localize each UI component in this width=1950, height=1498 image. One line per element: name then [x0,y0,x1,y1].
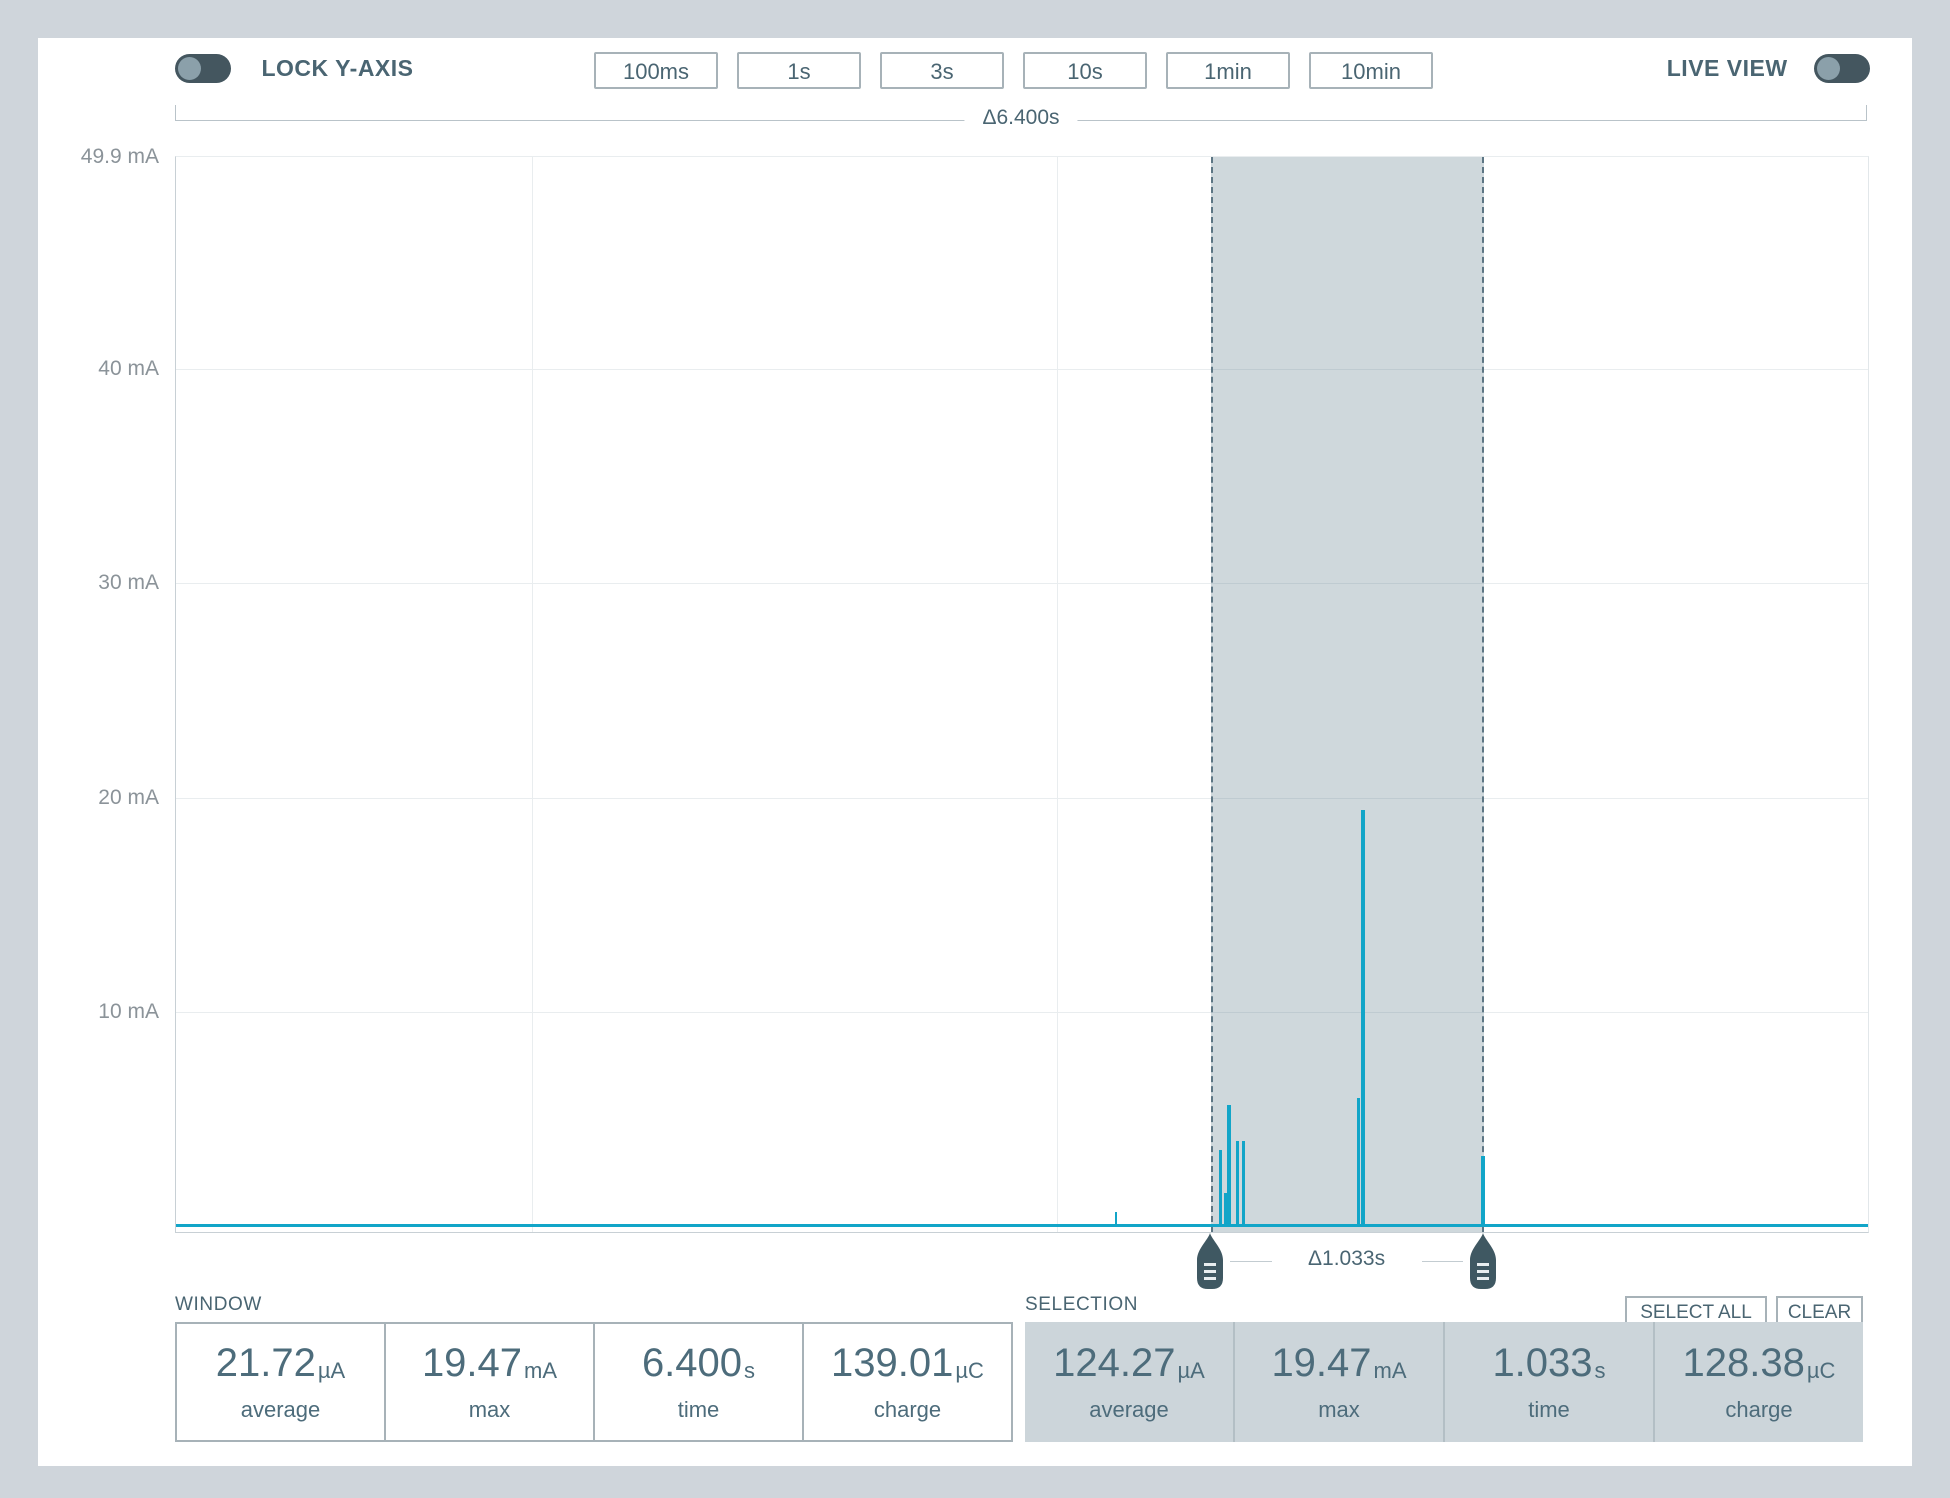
current-spike [1236,1141,1240,1227]
y-tick-label: 49.9 mA [80,145,159,168]
stat-cell-max: 19.47mA max [384,1324,593,1440]
current-spike [1114,1212,1117,1227]
stat-cell-charge: 128.38µC charge [1653,1322,1863,1442]
stat-value: 6.400s [641,1341,756,1385]
stat-cell-average: 21.72µA average [177,1324,384,1440]
stat-unit: s [744,1358,756,1383]
stat-value: 1.033s [1492,1341,1606,1385]
lock-y-axis-label: LOCK Y-AXIS [261,55,414,81]
live-view-switch-icon[interactable] [1814,54,1870,83]
current-spike [1219,1150,1223,1227]
interval-button-10min[interactable]: 10min [1309,52,1433,89]
stat-value: 128.38µC [1682,1341,1836,1385]
stat-label: charge [1725,1397,1793,1422]
current-baseline [176,1224,1868,1227]
stat-unit: µA [1177,1358,1205,1383]
interval-button-10s[interactable]: 10s [1023,52,1147,89]
stat-value: 139.01µC [831,1341,984,1385]
stat-unit: mA [524,1358,558,1383]
selection-panel-title: SELECTION [1025,1294,1139,1315]
toggle-knob [178,57,201,80]
current-spike [1227,1105,1232,1227]
stat-label: average [1089,1397,1169,1422]
toggle-knob [1817,57,1840,80]
current-spike [1242,1141,1245,1227]
y-tick-label: 10 mA [98,999,159,1023]
live-view-label: LIVE VIEW [1666,55,1788,81]
y-tick-label: 30 mA [98,571,159,595]
stat-label: charge [873,1397,942,1422]
clear-button[interactable]: CLEAR [1776,1296,1863,1327]
y-tick-label: 20 mA [98,785,159,809]
h-gridline [176,1011,1868,1013]
v-gridline [1057,157,1058,1232]
selection-duration-line [1230,1261,1272,1262]
stat-unit: µA [317,1358,346,1383]
lock-y-axis-toggle[interactable]: LOCK Y-AXIS [175,54,414,83]
interval-button-1min[interactable]: 1min [1166,52,1290,89]
stat-unit: µC [955,1358,984,1383]
selection-region[interactable] [1211,157,1484,1232]
stat-unit: s [1594,1358,1606,1383]
stat-label: max [468,1397,511,1422]
chart-plot-area[interactable] [175,156,1869,1233]
stat-value: 124.27µA [1053,1341,1205,1385]
live-view-toggle[interactable]: LIVE VIEW [1667,54,1870,83]
h-gridline [176,797,1868,799]
v-gridline [532,157,533,1232]
selection-handle-left[interactable] [1197,1233,1223,1289]
h-gridline [176,369,1868,371]
stat-label: average [240,1397,321,1422]
interval-button-3s[interactable]: 3s [880,52,1004,89]
h-gridline [176,583,1868,585]
window-interval-buttons: 100ms 1s 3s 10s 1min 10min [594,52,1452,89]
select-all-button[interactable]: SELECT ALL [1625,1296,1767,1327]
stat-cell-average: 124.27µA average [1025,1322,1233,1442]
selection-duration-label: Δ1.033s [1308,1247,1386,1270]
current-spike [1481,1156,1485,1227]
stat-label: max [1318,1397,1360,1422]
stat-unit: µC [1806,1358,1836,1383]
stat-cell-max: 19.47mA max [1233,1322,1443,1442]
window-duration-label: Δ6.400s [964,106,1078,130]
window-panel-title: WINDOW [175,1294,262,1315]
stat-value: 19.47mA [1271,1341,1407,1385]
interval-button-1s[interactable]: 1s [737,52,861,89]
stat-cell-time: 1.033s time [1443,1322,1653,1442]
selection-stats-panel: 124.27µA average 19.47mA max 1.033s time 128.3… [1025,1322,1863,1442]
bracket-right-cap [1866,105,1867,120]
current-spike [1357,1098,1361,1227]
stat-label: time [677,1397,720,1422]
selection-duration-line [1421,1261,1464,1262]
stat-value: 21.72µA [215,1341,346,1385]
bracket-left-cap [175,105,176,120]
stat-cell-time: 6.400s time [593,1324,802,1440]
stat-label: time [1528,1397,1570,1422]
current-spike [1361,810,1366,1227]
chart-card: LOCK Y-AXIS 100ms 1s 3s 10s 1min 10min LIVE V… [38,38,1912,1466]
stat-unit: mA [1373,1358,1407,1383]
window-stats-panel: 21.72µA average 19.47mA max 6.400s time 139.01… [175,1322,1013,1442]
stat-cell-charge: 139.01µC charge [802,1324,1011,1440]
interval-button-100ms[interactable]: 100ms [594,52,718,89]
current-spike [1223,1193,1227,1227]
selection-handle-right[interactable] [1470,1233,1496,1289]
y-tick-label: 40 mA [98,357,159,381]
lock-y-axis-switch-icon[interactable] [175,54,231,83]
stat-value: 19.47mA [421,1341,558,1385]
